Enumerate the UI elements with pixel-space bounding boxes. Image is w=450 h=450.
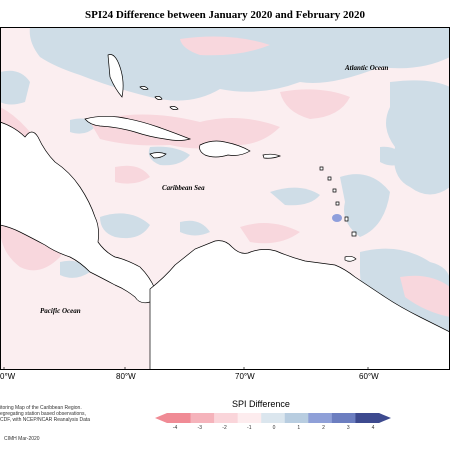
- legend-tick-label: -2: [222, 425, 227, 431]
- cuba: [84, 115, 192, 141]
- lon-label-60w: 60°W: [359, 372, 379, 381]
- strong-positive-spot: [332, 214, 342, 222]
- source-note-line3: CDF, with NCEP/NCAR Reanalysis Data: [0, 417, 91, 423]
- central-america: [0, 121, 157, 304]
- jamaica: [149, 152, 167, 159]
- legend-colorbar: [155, 411, 395, 429]
- legend-left-arrow: [155, 413, 167, 423]
- spi-difference-map: [0, 27, 450, 370]
- source-note-line2: egregating station based observations,: [0, 411, 86, 417]
- legend-tick-label: 4: [371, 425, 375, 431]
- legend-tick-label: -1: [247, 425, 252, 431]
- map-panel: [0, 27, 450, 370]
- legend-tick-label: 1: [297, 425, 301, 431]
- south-america: [149, 240, 450, 370]
- lon-label-90w: 0°W: [0, 372, 16, 381]
- legend-swatch: [355, 413, 380, 423]
- land: [0, 54, 450, 370]
- legend-swatch: [284, 413, 309, 423]
- lon-label-80w: 80°W: [116, 372, 136, 381]
- hispaniola: [199, 140, 251, 158]
- legend-swatch: [214, 413, 238, 423]
- legend-swatch: [308, 413, 333, 423]
- atlantic-ocean-label: Atlantic Ocean: [345, 64, 389, 72]
- legend-swatch: [261, 413, 286, 423]
- legend-right-arrow: [379, 413, 391, 423]
- puerto-rico: [262, 153, 281, 159]
- legend-tick-label: 0: [272, 425, 276, 431]
- map-title: SPI24 Difference between January 2020 an…: [85, 9, 365, 21]
- legend-swatch: [167, 413, 191, 423]
- caribbean-sea-label: Caribbean Sea: [162, 184, 205, 192]
- florida: [107, 54, 124, 98]
- trinidad: [344, 255, 357, 262]
- legend-colorbar-svg: [155, 413, 391, 423]
- lesser-antilles: [319, 166, 357, 237]
- legend-tick-label: 3: [346, 425, 350, 431]
- legend-ticks: -4 -3 -2 -1 0 1 2 3 4: [155, 425, 391, 435]
- legend-tick-label: 2: [322, 425, 325, 431]
- legend-tick-label: -3: [197, 425, 202, 431]
- legend-swatch: [237, 413, 262, 423]
- lon-label-70w: 70°W: [235, 372, 255, 381]
- pacific-ocean-label: Pacific Ocean: [40, 307, 81, 315]
- source-note-line1: itoring Map of the Caribbean Region.: [0, 405, 82, 411]
- bahamas: [139, 85, 179, 111]
- legend-swatch: [190, 413, 215, 423]
- credit-note: CIMH Mar-2020: [4, 436, 40, 442]
- legend-title: SPI Difference: [232, 399, 290, 409]
- legend-tick-label: -4: [172, 425, 178, 431]
- legend-swatch: [331, 413, 356, 423]
